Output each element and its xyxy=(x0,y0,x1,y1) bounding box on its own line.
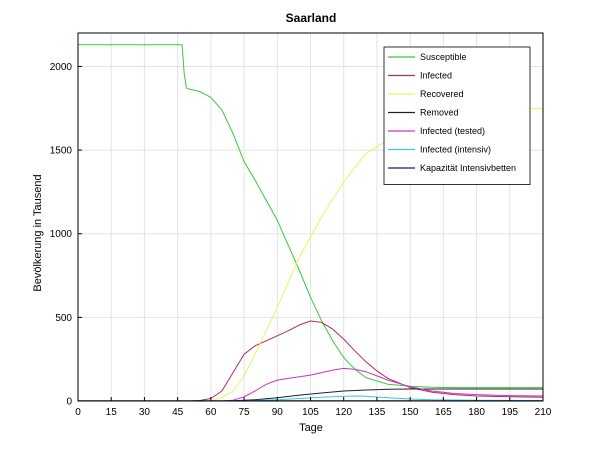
x-tick-label: 45 xyxy=(172,407,184,418)
y-tick-label: 1500 xyxy=(50,146,73,157)
legend: Susceptible Infected Recovered Removed Infec… xyxy=(383,46,531,185)
x-tick-label: 15 xyxy=(106,407,118,418)
x-tick-label: 210 xyxy=(535,407,552,418)
ticks: 0 15 30 45 60 75 90 105 120 135 150 165 180 195 210 0 50… xyxy=(50,62,552,418)
legend-box xyxy=(383,46,531,185)
legend-label: Recovered xyxy=(420,89,464,99)
x-tick-label: 0 xyxy=(75,407,81,418)
x-tick-label: 195 xyxy=(501,407,518,418)
legend-label: Kapazität Intensivbetten xyxy=(420,163,516,173)
legend-label: Susceptible xyxy=(420,52,467,62)
legend-label: Removed xyxy=(420,108,459,118)
legend-label: Infected xyxy=(420,71,452,81)
x-tick-label: 120 xyxy=(335,407,352,418)
x-tick-label: 105 xyxy=(302,407,319,418)
x-tick-label: 60 xyxy=(205,407,217,418)
x-tick-label: 30 xyxy=(139,407,151,418)
series-line-infected xyxy=(78,320,544,402)
chart-title: Saarland xyxy=(286,11,337,25)
x-tick-label: 150 xyxy=(402,407,419,418)
y-tick-label: 0 xyxy=(66,397,72,408)
x-tick-label: 135 xyxy=(369,407,386,418)
x-tick-label: 165 xyxy=(435,407,452,418)
x-tick-label: 75 xyxy=(239,407,251,418)
x-tick-label: 180 xyxy=(468,407,485,418)
x-tick-label: 90 xyxy=(272,407,284,418)
series-line-infected-tested xyxy=(78,367,544,402)
series-line-susceptible xyxy=(78,44,543,389)
y-tick-label: 1000 xyxy=(50,229,73,240)
y-axis-label: Bevölkerung in Tausend xyxy=(32,174,44,291)
legend-label: Infected (intensiv) xyxy=(420,145,491,155)
y-tick-label: 2000 xyxy=(50,62,73,73)
legend-label: Infected (tested) xyxy=(420,126,485,136)
x-axis-label: Tage xyxy=(299,422,323,434)
y-tick-label: 500 xyxy=(55,313,72,324)
